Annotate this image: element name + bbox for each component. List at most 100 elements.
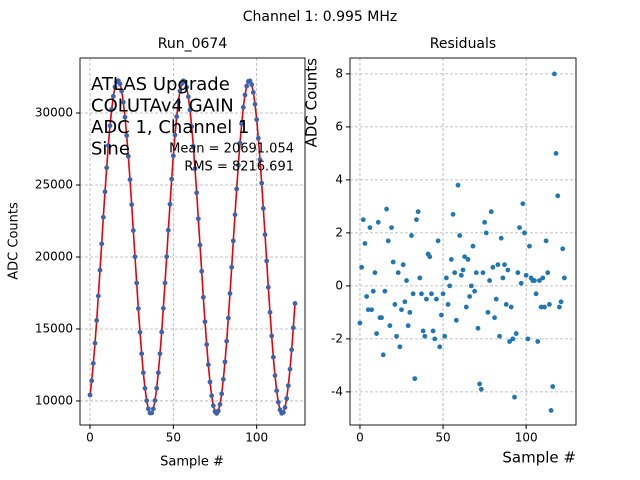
data-point xyxy=(197,242,203,248)
data-point xyxy=(175,99,181,105)
data-point xyxy=(272,373,278,378)
data-point xyxy=(410,291,416,297)
suptitle: Channel 1: 0.995 MHz xyxy=(243,9,398,25)
data-point xyxy=(209,393,215,399)
data-point xyxy=(553,150,559,156)
data-point xyxy=(174,114,180,120)
data-point xyxy=(142,385,148,391)
data-point xyxy=(445,302,451,307)
data-point xyxy=(540,275,546,281)
data-point xyxy=(122,114,128,120)
data-point xyxy=(487,278,492,283)
y-tick-label: -2 xyxy=(331,331,343,345)
data-point xyxy=(467,294,473,299)
data-point xyxy=(460,267,466,273)
data-point xyxy=(289,347,295,353)
data-point xyxy=(210,403,216,409)
data-point xyxy=(518,280,524,286)
data-point xyxy=(478,386,484,392)
data-point xyxy=(475,325,481,331)
data-point xyxy=(492,315,497,321)
data-point xyxy=(399,307,404,313)
data-point xyxy=(427,254,433,260)
data-point xyxy=(419,291,424,297)
data-point xyxy=(558,299,564,305)
data-point xyxy=(275,399,281,405)
data-point xyxy=(517,225,522,230)
data-point xyxy=(137,329,143,335)
data-point xyxy=(412,376,418,382)
data-point xyxy=(227,291,233,296)
data-point xyxy=(130,228,136,233)
data-point xyxy=(247,78,253,84)
data-point xyxy=(357,320,363,326)
data-point xyxy=(232,212,238,218)
data-point xyxy=(254,117,260,122)
y-tick-label: 0 xyxy=(335,278,343,292)
data-point xyxy=(485,309,491,315)
data-point xyxy=(149,410,155,416)
data-point xyxy=(249,82,255,87)
data-point xyxy=(222,359,228,365)
data-point xyxy=(389,225,394,230)
data-point xyxy=(95,293,101,299)
data-point xyxy=(448,256,454,262)
x-tick-label: 50 xyxy=(435,431,450,445)
annotation: Sine xyxy=(91,139,130,160)
data-point xyxy=(515,270,521,276)
data-point xyxy=(520,201,526,207)
data-point xyxy=(257,157,263,163)
data-point xyxy=(239,121,245,127)
data-point xyxy=(543,238,549,244)
data-point xyxy=(284,396,290,401)
data-point xyxy=(429,291,434,297)
data-point xyxy=(468,283,474,289)
data-point xyxy=(434,296,439,302)
data-point xyxy=(287,366,293,372)
stat-annotation: RMS = 8216.691 xyxy=(184,160,294,175)
data-point xyxy=(507,339,512,344)
data-point xyxy=(508,304,514,310)
data-point xyxy=(129,202,135,207)
data-point xyxy=(217,402,223,407)
data-point xyxy=(452,270,458,276)
axes-frame xyxy=(79,57,306,426)
data-point xyxy=(157,351,163,357)
data-point xyxy=(424,296,429,302)
data-point xyxy=(89,378,95,384)
data-point xyxy=(192,166,198,172)
data-point xyxy=(447,283,453,289)
data-point xyxy=(367,225,373,230)
data-point xyxy=(252,101,258,107)
data-point xyxy=(132,254,138,260)
data-point xyxy=(235,162,241,168)
data-point xyxy=(262,232,268,237)
x-tick-label: 0 xyxy=(356,431,364,445)
data-point xyxy=(502,262,507,268)
data-point xyxy=(503,302,509,307)
data-point xyxy=(370,288,376,294)
data-point xyxy=(495,262,501,268)
x-tick-label: 100 xyxy=(245,431,268,445)
data-point xyxy=(483,230,489,236)
data-point xyxy=(364,294,370,299)
data-point xyxy=(200,294,206,300)
axes-frame xyxy=(349,57,577,426)
data-point xyxy=(185,94,191,100)
data-point xyxy=(119,88,125,94)
data-point xyxy=(432,336,438,342)
data-point xyxy=(177,88,183,94)
data-point xyxy=(512,394,517,400)
data-point xyxy=(102,189,108,195)
data-point xyxy=(267,309,273,315)
data-point xyxy=(384,206,389,212)
data-point xyxy=(187,107,193,113)
data-point xyxy=(104,165,110,171)
data-point xyxy=(442,333,448,339)
data-point xyxy=(455,182,461,188)
data-point xyxy=(497,333,502,339)
panel-title: Residuals xyxy=(430,36,496,52)
y-tick-label: 6 xyxy=(335,119,343,133)
data-point xyxy=(155,370,161,376)
